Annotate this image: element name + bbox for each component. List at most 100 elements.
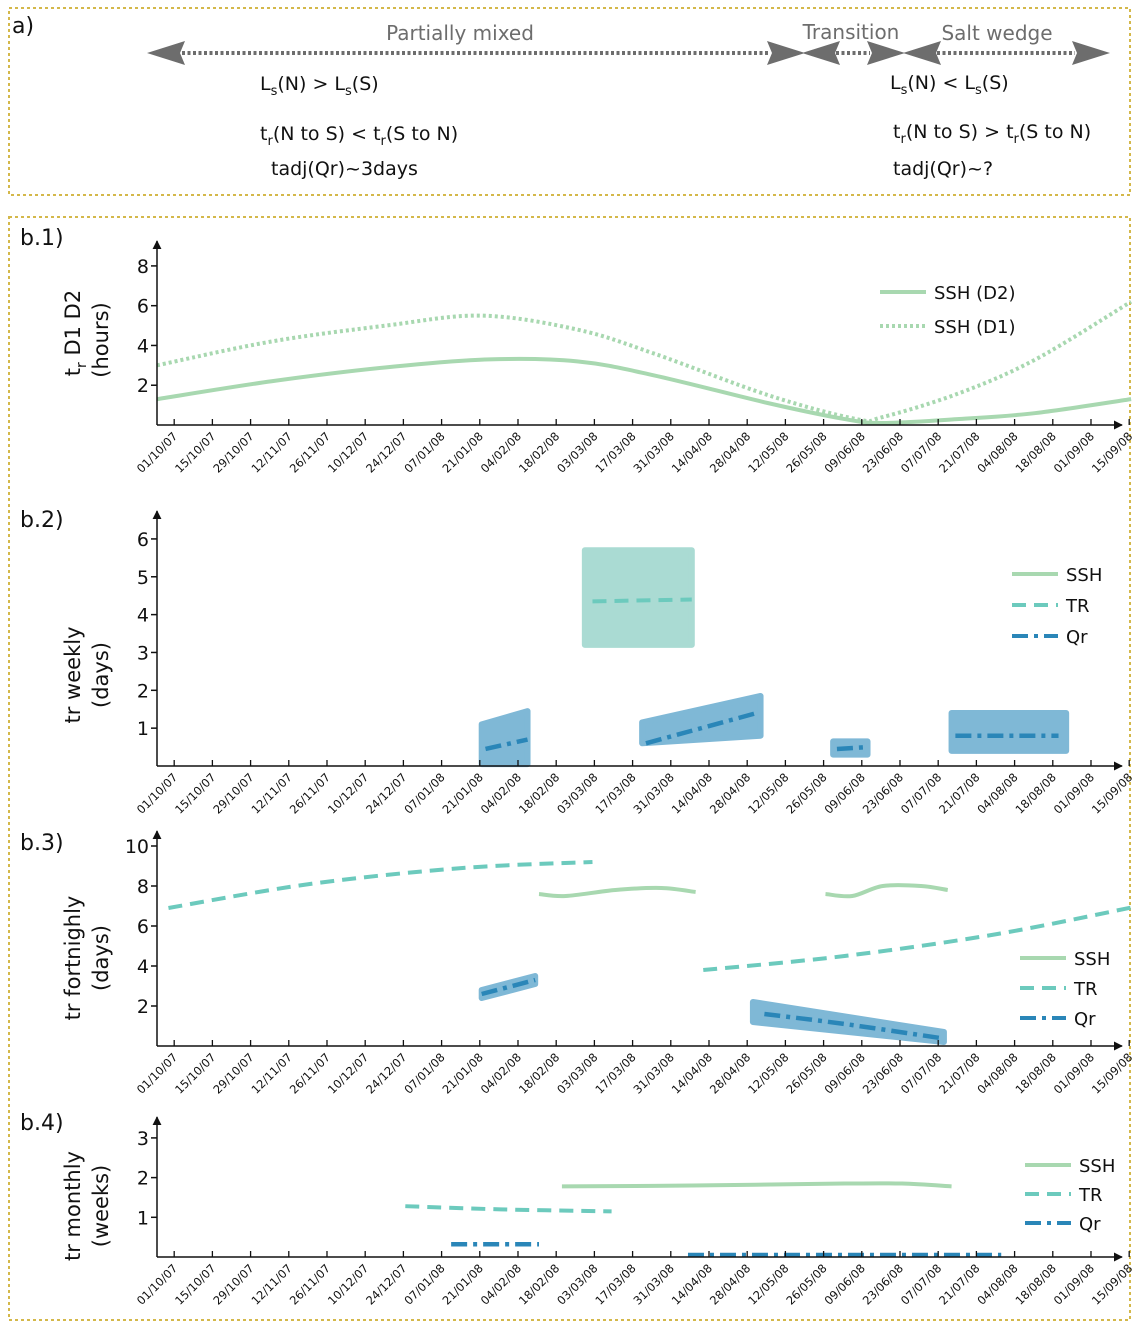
x-tick-label: 15/10/07 xyxy=(172,770,218,816)
x-tick-label: 10/12/07 xyxy=(325,770,371,816)
x-tick-label: 12/05/08 xyxy=(745,429,791,475)
x-tick-label: 07/07/08 xyxy=(898,770,944,816)
x-tick-label: 14/04/08 xyxy=(669,1261,715,1307)
x-tick-label: 21/07/08 xyxy=(936,1261,982,1307)
legend-label: TR xyxy=(1073,979,1098,1000)
x-tick-label: 04/08/08 xyxy=(974,1261,1020,1307)
x-tick-label: 29/10/07 xyxy=(210,1050,256,1096)
uncertainty-band xyxy=(478,973,539,1001)
x-tick-label: 04/08/08 xyxy=(974,1050,1020,1096)
b1-ylabel-line1: tr D1 D2 xyxy=(61,290,90,376)
x-tick-label: 21/07/08 xyxy=(936,1050,982,1096)
y-tick-label: 6 xyxy=(137,296,149,318)
x-tick-label: 12/05/08 xyxy=(745,1261,791,1307)
x-tick-label: 28/04/08 xyxy=(707,1050,753,1096)
x-tick-label: 29/10/07 xyxy=(210,1261,256,1307)
x-tick-label: 21/01/08 xyxy=(439,1261,485,1307)
x-tick-label: 26/11/07 xyxy=(287,429,333,475)
x-tick-label: 03/03/08 xyxy=(554,429,600,475)
legend-label: TR xyxy=(1065,596,1090,617)
y-axis-unit: (weeks) xyxy=(89,1165,113,1248)
transition-left-arrowhead xyxy=(802,41,840,65)
x-tick-label: 14/04/08 xyxy=(669,1050,715,1096)
y-tick-label: 4 xyxy=(137,605,149,627)
x-tick-label: 01/10/07 xyxy=(134,429,180,475)
y-axis-label: tr weekly xyxy=(61,627,85,724)
series-line-ssh xyxy=(825,883,949,899)
x-tick-label: 04/02/08 xyxy=(478,429,524,475)
legend-label: Qr xyxy=(1074,1009,1096,1030)
x-tick-label: 26/05/08 xyxy=(783,429,829,475)
salt-wedge-right-arrowhead xyxy=(1072,41,1110,65)
x-tick-label: 01/09/08 xyxy=(1051,1050,1097,1096)
x-tick-label: 04/08/08 xyxy=(974,429,1020,475)
x-tick-label: 09/06/08 xyxy=(821,429,867,475)
x-tick-label: 29/10/07 xyxy=(210,770,256,816)
x-tick-label: 18/08/08 xyxy=(1012,1050,1058,1096)
x-tick-label: 23/06/08 xyxy=(860,429,906,475)
x-tick-label: 12/05/08 xyxy=(745,770,791,816)
panel-label: b.4) xyxy=(20,1111,64,1136)
x-tick-label: 15/09/08 xyxy=(1089,1050,1135,1096)
x-tick-label: 23/06/08 xyxy=(860,1261,906,1307)
x-tick-label: 12/11/07 xyxy=(248,1261,294,1307)
x-tick-label: 10/12/07 xyxy=(325,429,371,475)
regime-transition: Transition xyxy=(802,20,900,44)
y-tick-label: 3 xyxy=(137,1128,149,1150)
legend-label: SSH (D1) xyxy=(934,317,1015,338)
x-tick-label: 07/01/08 xyxy=(401,429,447,475)
x-tick-label: 17/03/08 xyxy=(592,770,638,816)
y-tick-label: 4 xyxy=(137,335,149,357)
x-tick-label: 12/11/07 xyxy=(248,770,294,816)
chart-3: b.3)tr fortnighly (days)24681001/10/0715/… xyxy=(20,830,1138,1097)
x-tick-label: 15/09/08 xyxy=(1089,770,1135,816)
x-tick-label: 31/03/08 xyxy=(630,429,676,475)
uncertainty-band xyxy=(581,547,695,648)
y-tick-label: 4 xyxy=(137,956,149,978)
series-line-qr xyxy=(485,737,529,752)
x-tick-label: 01/09/08 xyxy=(1051,770,1097,816)
legend-label: Qr xyxy=(1066,627,1088,648)
x-tick-label: 01/09/08 xyxy=(1051,429,1097,475)
x-tick-label: 07/01/08 xyxy=(401,1050,447,1096)
x-tick-label: 10/12/07 xyxy=(325,1261,371,1307)
x-tick-label: 15/09/08 xyxy=(1089,429,1135,475)
pm-time-relation: tr(N to S) < tr(S to N) xyxy=(260,123,458,149)
x-tick-label: 31/03/08 xyxy=(630,770,676,816)
y-axis-unit: (days) xyxy=(89,925,113,991)
x-tick-label: 29/10/07 xyxy=(210,429,256,475)
series-line-ssh-d1- xyxy=(156,299,1133,424)
x-tick-label: 07/01/08 xyxy=(401,1261,447,1307)
x-tick-label: 26/11/07 xyxy=(287,1261,333,1307)
x-tick-label: 01/10/07 xyxy=(134,1261,180,1307)
x-tick-label: 14/04/08 xyxy=(669,770,715,816)
y-axis-label: tr fortnighly xyxy=(61,896,85,1021)
y-tick-label: 8 xyxy=(137,256,149,278)
series-line-ssh xyxy=(561,1181,952,1189)
x-tick-label: 12/11/07 xyxy=(248,1050,294,1096)
x-tick-label: 12/05/08 xyxy=(745,1050,791,1096)
y-tick-label: 10 xyxy=(125,836,149,858)
x-tick-label: 03/03/08 xyxy=(554,770,600,816)
x-tick-label: 15/09/08 xyxy=(1089,1261,1135,1307)
y-axis-label: tr monthly xyxy=(61,1151,85,1261)
x-tick-label: 26/05/08 xyxy=(783,1261,829,1307)
x-tick-label: 23/06/08 xyxy=(860,1050,906,1096)
series-line-qr xyxy=(836,744,868,752)
regime-partially-mixed: Partially mixed xyxy=(386,21,534,45)
x-tick-label: 03/03/08 xyxy=(554,1261,600,1307)
x-tick-label: 31/03/08 xyxy=(630,1050,676,1096)
y-tick-label: 6 xyxy=(137,529,149,551)
panel-label: b.1) xyxy=(20,226,64,251)
panel-label: b.2) xyxy=(20,508,64,533)
uncertainty-band xyxy=(478,708,531,768)
legend-label: SSH xyxy=(1066,565,1102,586)
x-tick-label: 24/12/07 xyxy=(363,1050,409,1096)
series-line-tr xyxy=(703,904,1138,972)
series-line-tr xyxy=(405,1204,612,1214)
x-tick-label: 04/02/08 xyxy=(478,1050,524,1096)
pm-adjust-time: tadj(Qr)~3days xyxy=(271,158,418,180)
x-tick-label: 21/01/08 xyxy=(439,1050,485,1096)
x-tick-label: 18/02/08 xyxy=(516,770,562,816)
x-tick-label: 01/10/07 xyxy=(134,1050,180,1096)
